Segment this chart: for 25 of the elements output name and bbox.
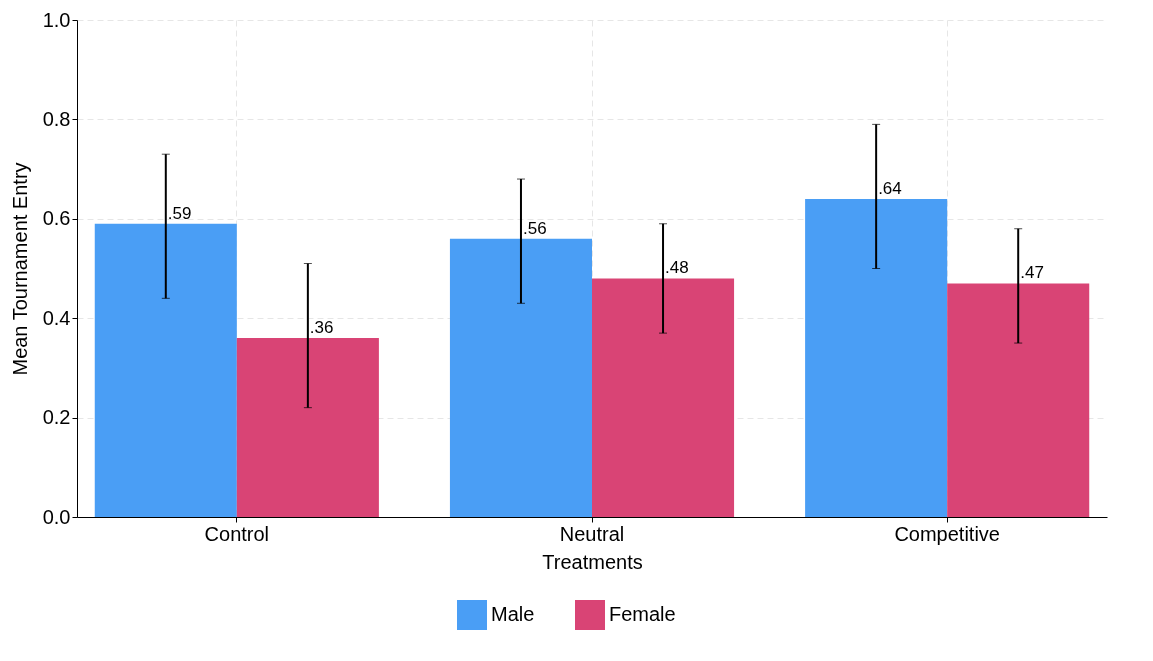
y-axis-title: Mean Tournament Entry [8,162,31,376]
bar [449,238,592,517]
data-label: .47 [1020,263,1044,283]
data-label: .36 [309,318,334,338]
bar [592,278,735,517]
y-tick-label: 0.4 [42,306,71,329]
y-tick-label: 0.6 [42,207,71,230]
bar [236,338,379,517]
data-label: .48 [665,258,689,278]
bar [805,198,948,517]
legend-label: Male [491,603,535,625]
bar [947,283,1090,517]
bar [94,223,237,517]
y-tick-label: 0.8 [42,107,71,130]
x-axis-title: Treatments [542,550,643,573]
y-tick-label: 0.0 [42,505,71,528]
data-label: .59 [167,203,192,223]
x-tick-label: Neutral [559,522,625,545]
x-tick-label: Control [204,522,270,545]
x-tick-label: Competitive [894,522,1000,545]
legend-label: Female [609,603,676,625]
data-label: .56 [522,218,547,238]
data-label: .64 [878,178,902,198]
y-tick-label: 0.2 [42,406,71,429]
y-tick-label: 1.0 [42,8,71,31]
